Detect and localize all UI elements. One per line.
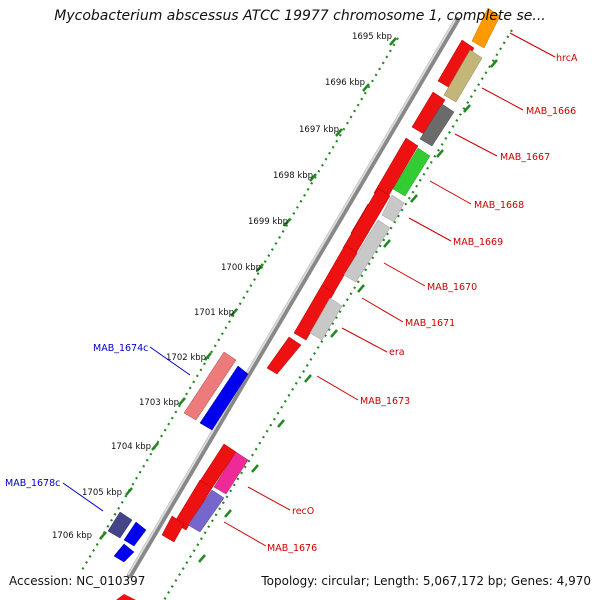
- tick-1706: [99, 531, 107, 540]
- gene-label[interactable]: MAB_1671: [405, 318, 455, 329]
- inner-tick: [357, 284, 365, 293]
- kbp-label: 1703 kbp: [139, 398, 179, 408]
- gene-salmon[interactable]: [183, 351, 237, 421]
- tick-1703: [178, 397, 186, 406]
- gene-mab1676[interactable]: [187, 489, 225, 533]
- gene-mab1674c[interactable]: [199, 365, 249, 431]
- accession-text: Accession: NC_010397: [9, 574, 146, 588]
- inner-tick: [330, 329, 338, 338]
- kbp-label: 1706 kbp: [52, 531, 92, 541]
- forward-genes: [116, 7, 501, 600]
- kbp-label: 1699 kbp: [248, 217, 288, 227]
- inner-tick: [436, 149, 444, 158]
- gene-recO[interactable]: [213, 451, 249, 495]
- gene-label[interactable]: MAB_1668: [474, 200, 524, 211]
- tick-1697: [335, 128, 343, 137]
- gene-mab1667[interactable]: [419, 103, 455, 147]
- scale-track-outer: [81, 37, 399, 571]
- label-leaders-reverse: [62, 346, 191, 512]
- inner-tick: [304, 374, 312, 383]
- tick-1700: [256, 263, 264, 272]
- gene-label[interactable]: MAB_1669: [453, 237, 503, 248]
- gene-labels: hrcA MAB_1666 MAB_1667 MAB_1668 MAB_1669…: [5, 53, 578, 554]
- inner-tick: [383, 239, 391, 248]
- reverse-genes: [107, 351, 249, 563]
- gene-hrcA[interactable]: [471, 7, 501, 49]
- inner-tick: [277, 419, 285, 428]
- tick-1705: [125, 487, 133, 496]
- gene-blue-small[interactable]: [113, 543, 135, 563]
- gene-label[interactable]: MAB_1674c: [93, 343, 148, 354]
- gene-blue-small[interactable]: [123, 521, 147, 547]
- gene-label[interactable]: MAB_1667: [500, 152, 550, 163]
- tick-1698: [309, 173, 317, 182]
- kbp-label: 1697 kbp: [299, 125, 339, 135]
- map-title: Mycobacterium abscessus ATCC 19977 chrom…: [54, 8, 546, 24]
- gene-label[interactable]: MAB_1673: [360, 396, 410, 407]
- inner-tick: [198, 554, 206, 563]
- tick-1699: [283, 218, 291, 227]
- gene-label[interactable]: recO: [292, 506, 314, 517]
- chromosome-backbone-highlight: [127, 19, 456, 576]
- kbp-label: 1698 kbp: [273, 171, 313, 181]
- tick-1701: [230, 308, 238, 317]
- gene-arrow[interactable]: [266, 336, 302, 375]
- tick-1704: [151, 442, 159, 451]
- gene-label[interactable]: hrcA: [556, 53, 578, 64]
- topology-summary: Topology: circular; Length: 5,067,172 bp…: [261, 574, 591, 588]
- gene-mab1668[interactable]: [392, 147, 431, 197]
- inner-tick: [410, 194, 418, 203]
- gene-mab1670[interactable]: [343, 219, 391, 283]
- gene-label[interactable]: MAB_1676: [267, 543, 317, 554]
- gene-mab1669[interactable]: [381, 194, 405, 223]
- inner-tick: [490, 59, 498, 68]
- gene-mab1678c[interactable]: [107, 511, 133, 539]
- inner-tick: [463, 104, 471, 113]
- tick-1696: [362, 83, 370, 92]
- inner-tick: [251, 464, 259, 473]
- gene-mab1666[interactable]: [443, 49, 483, 103]
- chromosome-backbone: [127, 17, 460, 578]
- gene-arrow[interactable]: [116, 594, 136, 600]
- kbp-label: 1700 kbp: [221, 263, 261, 273]
- kbp-labels: 1695 kbp 1696 kbp 1697 kbp 1698 kbp 1699…: [52, 32, 392, 541]
- kbp-label: 1696 kbp: [325, 78, 365, 88]
- kbp-label: 1705 kbp: [82, 488, 122, 498]
- tick-1695: [389, 37, 397, 46]
- gene-label[interactable]: MAB_1666: [526, 106, 576, 117]
- kbp-label: 1702 kbp: [166, 353, 206, 363]
- label-leaders: [223, 32, 556, 547]
- kbp-label: 1701 kbp: [194, 308, 234, 318]
- gene-arrow[interactable]: [173, 479, 213, 531]
- gene-label[interactable]: era: [389, 347, 405, 358]
- gene-label[interactable]: MAB_1678c: [5, 478, 60, 489]
- inner-tick: [224, 509, 232, 518]
- kbp-label: 1704 kbp: [111, 442, 151, 452]
- gene-arrow[interactable]: [161, 515, 185, 543]
- gene-era[interactable]: [309, 297, 343, 341]
- gene-arrow[interactable]: [293, 284, 335, 341]
- kbp-ticks: [99, 37, 498, 563]
- kbp-label: 1695 kbp: [352, 32, 392, 42]
- tick-1702: [204, 352, 212, 361]
- gene-label[interactable]: MAB_1670: [427, 282, 477, 293]
